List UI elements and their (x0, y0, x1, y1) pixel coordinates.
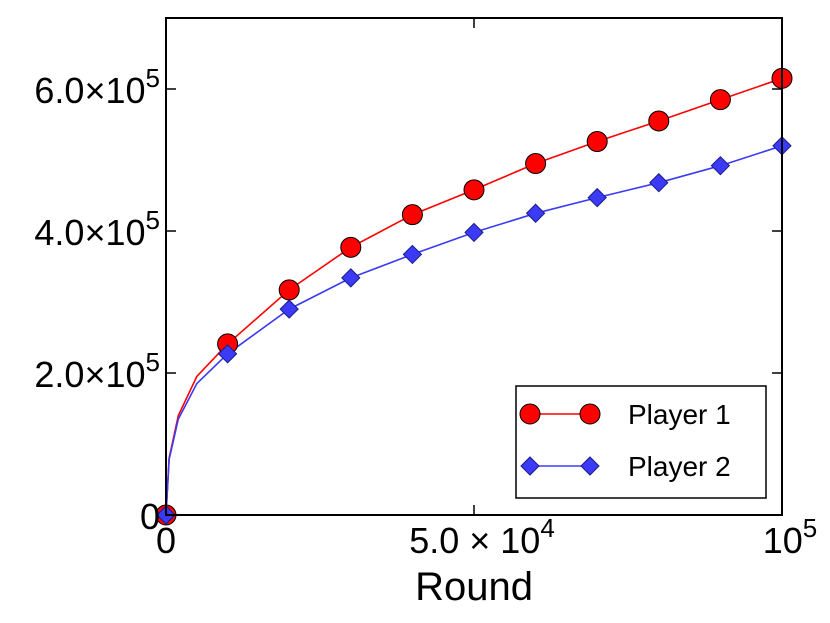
player-1-data-point (709, 89, 731, 111)
legend-box (515, 385, 767, 499)
tick-layer: 0 5.0 × 104 105 0 2.0×105 4.0×105 6.0×105 (34, 18, 817, 561)
y-tick-label: 4.0×105 (34, 205, 160, 253)
player-2-data-point (217, 344, 238, 364)
x-axis-label: Round (415, 565, 533, 609)
legend: Player 1 Player 2 (515, 385, 767, 499)
player-2-data-point (587, 187, 607, 208)
player-1-data-point (586, 131, 608, 153)
y-tick-label: 2.0×105 (34, 347, 160, 395)
player-2-legend-label: Player 2 (628, 451, 731, 482)
series-layer (166, 77, 782, 515)
player-2-legend-marker (520, 456, 540, 476)
player-2-data-point (341, 268, 361, 288)
x-tick-label: 5.0 × 104 (409, 513, 555, 561)
player-1-data-point (401, 204, 423, 226)
player-1-data-point (340, 236, 362, 258)
player-2-data-point (649, 173, 669, 193)
player-1-data-point (525, 153, 547, 175)
player-2-data-point (464, 222, 484, 243)
marker-layer (155, 67, 793, 526)
player-1-data-point (463, 179, 485, 201)
player-1-legend-marker (519, 403, 541, 425)
player-1-series-line (166, 77, 782, 515)
y-tick-label: 6.0×105 (34, 63, 160, 111)
x-tick-label: 105 (763, 513, 818, 561)
player-2-legend-marker (580, 456, 600, 476)
player-2-series-line (166, 145, 782, 515)
player-1-legend-label: Player 1 (628, 399, 731, 430)
x-tick-label: 0 (156, 520, 176, 561)
player-1-legend-marker (579, 403, 601, 425)
player-2-data-point (710, 155, 731, 176)
y-tick-label: 0 (140, 496, 160, 537)
player-2-data-point (402, 244, 423, 265)
player-2-data-point (279, 299, 299, 319)
player-2-data-point (525, 203, 546, 223)
player-1-data-point (648, 110, 670, 132)
player-1-data-point (278, 279, 300, 301)
